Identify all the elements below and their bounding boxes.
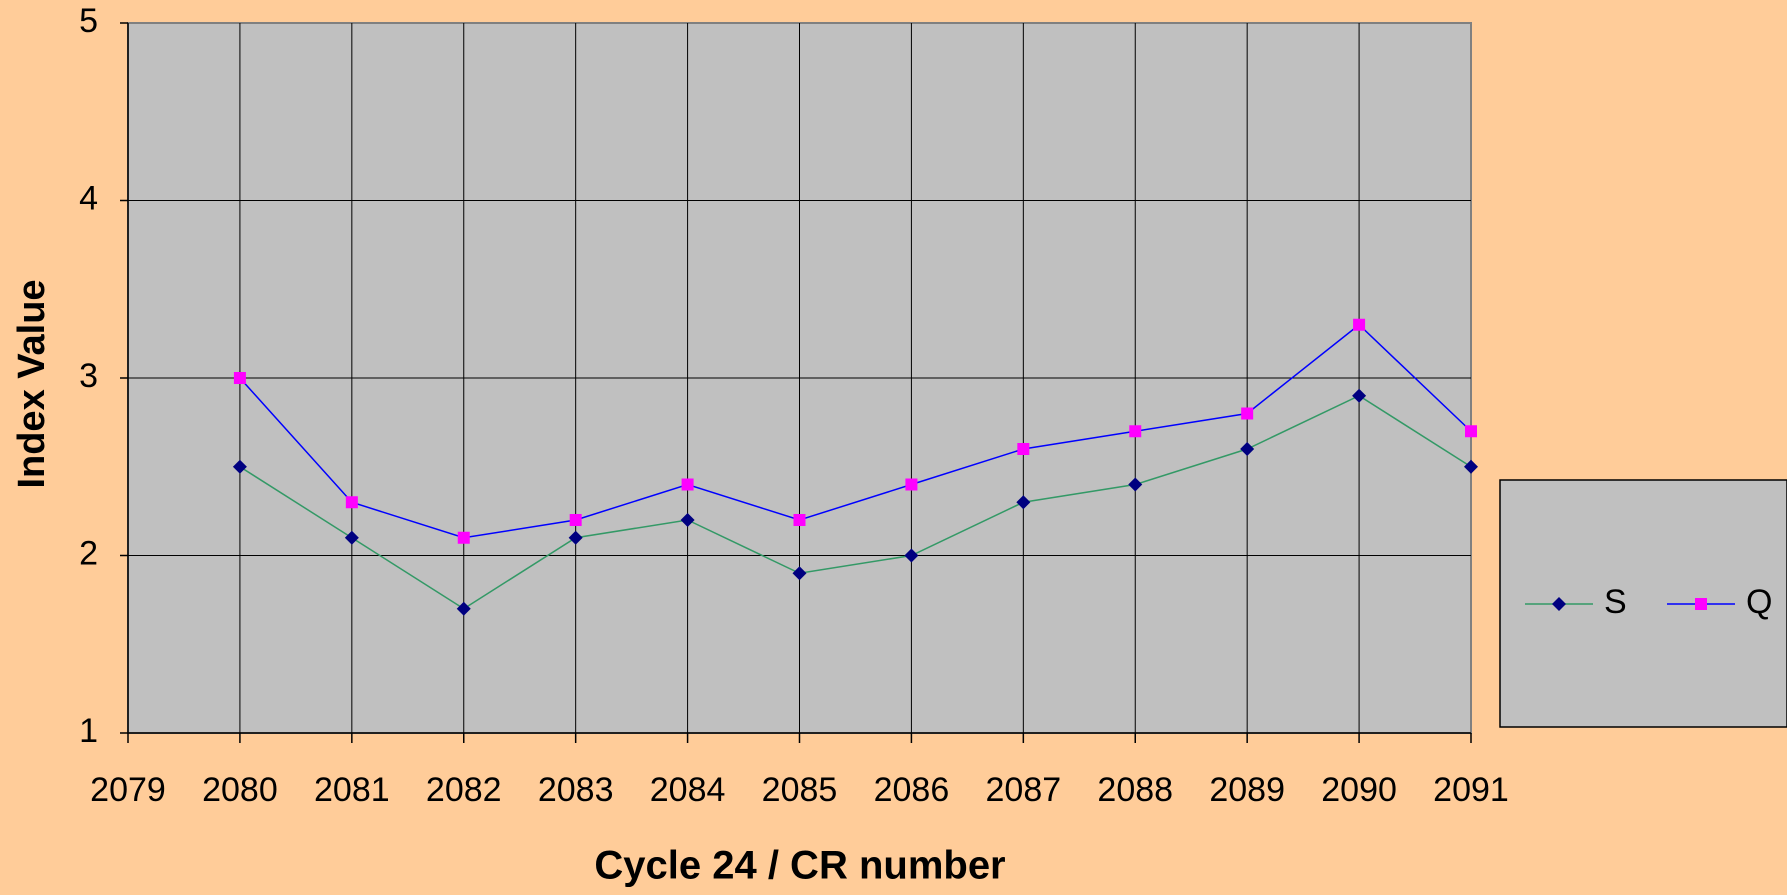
data-point [904,548,919,563]
y-tick-label: 4 [79,179,98,217]
data-point [1128,477,1143,492]
data-point [569,514,582,526]
data-point [793,514,806,526]
data-point [905,478,918,491]
data-point [1017,443,1030,455]
data-point [1352,388,1367,403]
x-tick-label: 2079 [90,771,166,809]
y-tick-label: 3 [79,357,98,395]
y-tick-label: 5 [79,2,98,40]
x-axis-title: Cycle 24 / CR number [594,844,1005,888]
x-tick-label: 2088 [1097,771,1173,809]
legend-label: Q [1746,583,1772,621]
data-point [1016,495,1031,510]
data-point [232,459,247,474]
x-tick-label: 2089 [1209,771,1285,809]
x-tick-label: 2086 [874,771,950,809]
data-point [1129,425,1142,438]
y-tick-label: 2 [79,534,98,572]
data-point [1240,442,1255,456]
legend-label: S [1604,583,1627,621]
x-tick-label: 2083 [538,771,614,809]
data-point [1353,318,1366,331]
x-tick-label: 2087 [986,771,1062,809]
x-tick-label: 2082 [426,771,502,809]
data-point [1465,425,1477,438]
x-tick-label: 2085 [762,771,838,809]
data-point [456,601,471,616]
data-point [344,530,359,545]
legend-marker [1695,598,1707,610]
legend-marker [1552,597,1566,611]
data-point [568,530,583,545]
data-point [233,372,246,384]
series-line [239,323,1472,539]
data-point [1464,459,1478,474]
data-point [680,513,695,527]
x-tick-label: 2084 [650,771,726,809]
x-tick-label: 2090 [1321,771,1397,809]
x-tick-label: 2080 [202,771,278,809]
data-point [457,531,470,544]
data-point [345,496,358,509]
y-axis-title: Index Value [11,279,53,488]
data-point [792,566,807,581]
data-point [1241,407,1254,420]
data-point [681,478,694,491]
series-line [239,394,1472,610]
x-tick-label: 2091 [1433,771,1509,809]
x-tick-label: 2081 [314,771,390,809]
y-tick-label: 1 [79,712,98,750]
